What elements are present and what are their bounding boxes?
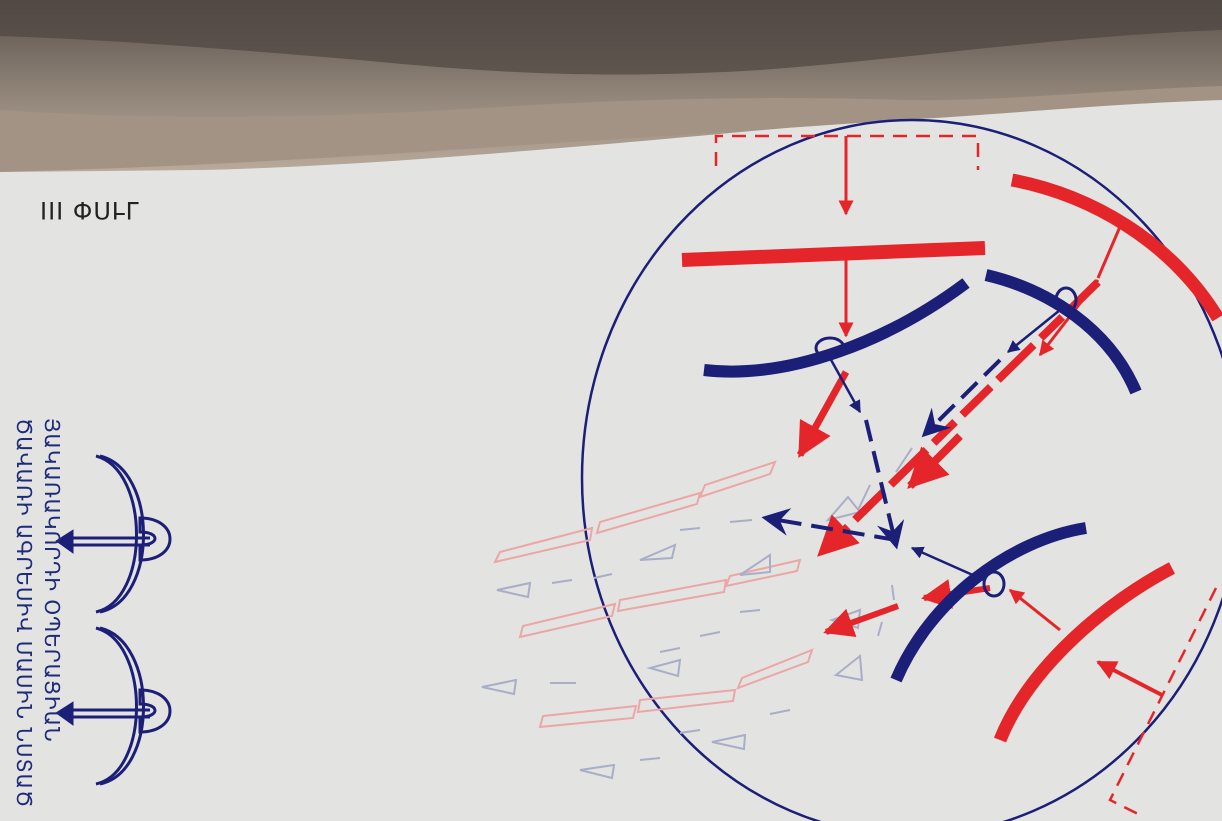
engagement-circle (580, 118, 1222, 821)
terrain-band (0, 0, 1222, 172)
anchor-icon (55, 454, 172, 614)
red-forces (681, 134, 1222, 818)
anchor-icon (55, 626, 172, 786)
phase-label: III ՓՈՒԼ (40, 196, 140, 224)
blue-forces (703, 269, 1142, 683)
retreat-trails (481, 447, 913, 780)
legend-text-line-2: ԾԱՎԱՌԻ ԱԳՐԵՍԻՎ ՄԱՍԻՆ ՆՍՏԱԾ (12, 418, 36, 809)
legend-text-line-1: ՅԱԿԱՌԱԿՈՐԴԻ ՕՊԵՐԱՑԻԱՆ (40, 418, 64, 743)
